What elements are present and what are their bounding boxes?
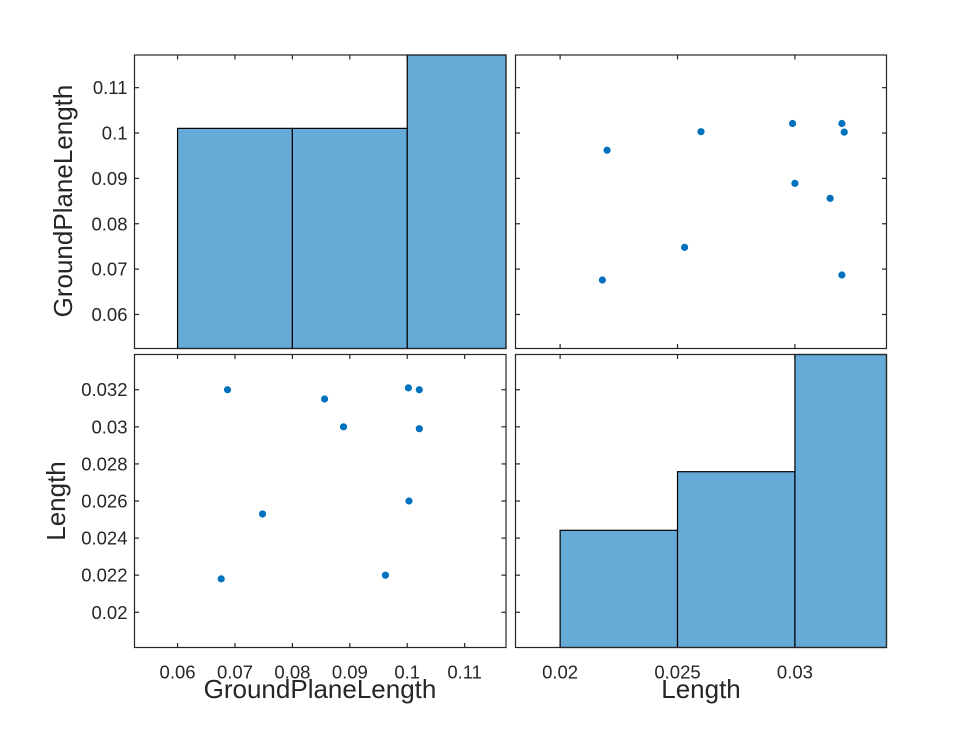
- histogram-bar: [406, 54, 507, 350]
- scatter-point: [598, 276, 606, 284]
- histogram-bar: [794, 353, 888, 649]
- x-tick-label: 0.03: [777, 662, 813, 683]
- ylabel-groundplanelength: GroundPlaneLength: [48, 85, 78, 318]
- x-tick-label: 0.07: [217, 662, 253, 683]
- scatter-point: [339, 423, 348, 431]
- scatter-point: [788, 119, 797, 128]
- y-tick-label: 0.026: [81, 491, 127, 512]
- scatter-point: [697, 128, 705, 136]
- y-tick-label: 0.06: [91, 304, 127, 325]
- y-tick-label: 0.02: [91, 602, 127, 623]
- y-tick-label: 0.09: [91, 168, 127, 189]
- y-tick-label: 0.1: [102, 123, 128, 144]
- y-tick-label: 0.11: [93, 77, 128, 98]
- scatter-point: [381, 571, 390, 579]
- xlabel-groundplanelength: GroundPlaneLength: [204, 674, 437, 704]
- scatter-point: [415, 425, 423, 433]
- axes-box: [514, 353, 888, 649]
- scatter-point: [258, 510, 267, 518]
- scatter-point: [680, 243, 689, 251]
- subplots-group: 0.060.070.080.090.10.110.06 0.07 0.08 0.09 0…: [81, 54, 888, 683]
- histogram-bar: [559, 529, 679, 649]
- axes-box: [133, 54, 507, 350]
- histogram-bar: [176, 127, 294, 350]
- histogram-bar: [291, 127, 408, 350]
- scatter-point: [405, 497, 413, 505]
- scatter-point: [838, 271, 846, 279]
- y-tick-label: 0.024: [81, 528, 127, 549]
- axes-box: [514, 54, 888, 350]
- scatter-point: [320, 395, 329, 403]
- x-tick-label: 0.1: [394, 662, 420, 683]
- x-tick-label: 0.09: [332, 662, 368, 683]
- scatter-point: [838, 119, 846, 128]
- y-tick-label: 0.08: [91, 213, 127, 234]
- scatter-point: [791, 179, 799, 187]
- x-tick-label: 0.06: [160, 662, 196, 683]
- subplot-hist-length: 0.02 0.025 0.03: [514, 353, 888, 683]
- ylabel-length: Length: [41, 461, 71, 541]
- subplot-scatter-length-vs-groundplanelength: 0.06 0.07 0.08 0.09 0.1 0.11 0.02 0.022 0.024 0.0…: [81, 353, 507, 683]
- histogram-bar: [676, 471, 796, 649]
- x-tick-label: 0.11: [447, 662, 482, 683]
- y-tick-label: 0.07: [91, 259, 127, 280]
- y-tick-label: 0.022: [81, 565, 127, 586]
- xlabel-length: Length: [661, 674, 741, 704]
- y-tick-label: 0.032: [81, 379, 127, 400]
- scatter-point: [840, 128, 848, 136]
- scatter-point: [603, 146, 611, 154]
- axes-box: [133, 353, 507, 649]
- x-tick-label: 0.08: [274, 662, 310, 683]
- x-tick-label: 0.02: [542, 662, 578, 683]
- scatter-point: [223, 386, 232, 394]
- scatter-point: [404, 384, 412, 392]
- y-tick-label: 0.03: [91, 416, 127, 437]
- x-tick-label: 0.025: [654, 662, 700, 683]
- scatter-point: [217, 575, 225, 583]
- scatter-point: [415, 386, 423, 394]
- y-tick-label: 0.028: [81, 453, 127, 474]
- subplot-hist-groundplanelength: 0.06 0.07 0.08 0.09 0.1 0.11: [91, 54, 507, 350]
- scatter-point: [826, 194, 834, 202]
- subplot-scatter-groundplanelength-vs-length: [514, 54, 888, 350]
